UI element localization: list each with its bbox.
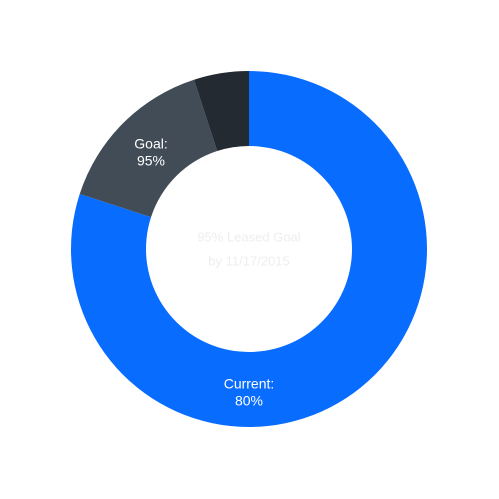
slice-value-label: 80% <box>235 393 263 409</box>
center-text: by 11/17/2015 <box>208 253 289 268</box>
slice-label: Current: <box>224 376 275 392</box>
slice <box>70 71 427 427</box>
slice <box>193 71 249 152</box>
center-text: 95% Leased Goal <box>197 229 300 244</box>
slice-label: Goal: <box>134 136 167 152</box>
goal-label: 95% <box>137 153 165 169</box>
slice <box>79 79 218 218</box>
